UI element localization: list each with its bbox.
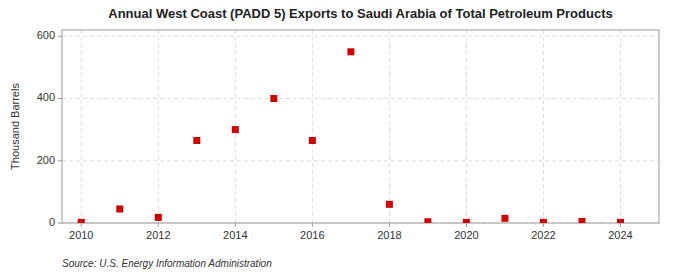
x-tick	[312, 223, 313, 227]
x-grid-line	[543, 30, 544, 223]
y-tick	[58, 160, 62, 161]
points	[78, 48, 624, 223]
grid	[62, 30, 659, 223]
x-tick-label: 2014	[223, 229, 247, 241]
x-tick-label: 2020	[454, 229, 478, 241]
point	[463, 219, 470, 223]
x-tick-label: 2018	[377, 229, 401, 241]
point	[78, 219, 85, 223]
y-tick-label: 600	[37, 29, 55, 41]
y-axis-label: Thousand Barrels	[9, 83, 21, 170]
x-grid-line	[158, 30, 159, 223]
y-tick	[58, 36, 62, 37]
y-grid-line	[62, 160, 659, 161]
y-tick-label: 400	[37, 91, 55, 103]
point	[540, 219, 547, 223]
x-grid-line	[312, 30, 313, 223]
x-tick	[158, 223, 159, 227]
y-tick	[58, 98, 62, 99]
x-tick	[620, 223, 621, 227]
x-tick-label: 2012	[146, 229, 170, 241]
x-grid-line	[466, 30, 467, 223]
chart-title: Annual West Coast (PADD 5) Exports to Sa…	[108, 6, 612, 21]
x-tick-label: 2010	[69, 229, 93, 241]
axes: 0 200 400 600 2010 2012 2014 2016 2018 2020 2022 20…	[37, 29, 633, 241]
x-tick	[543, 223, 544, 227]
point	[386, 201, 393, 208]
x-grid-line	[81, 30, 82, 223]
x-tick	[466, 223, 467, 227]
point	[501, 215, 508, 222]
y-tick-label: 0	[49, 216, 55, 228]
point	[347, 48, 354, 55]
x-tick	[81, 223, 82, 227]
chart: 0 200 400 600 2010 2012 2014 2016 2018 2020 2022 20…	[0, 0, 675, 275]
point	[193, 137, 200, 144]
point	[309, 137, 316, 144]
x-grid-line	[389, 30, 390, 223]
point	[232, 126, 239, 133]
point	[116, 205, 123, 212]
point	[155, 214, 162, 221]
y-tick	[58, 223, 62, 224]
point	[578, 218, 585, 223]
plot-frame	[62, 30, 659, 223]
x-tick-label: 2022	[531, 229, 555, 241]
plot-area	[62, 30, 659, 223]
y-tick-label: 200	[37, 154, 55, 166]
y-grid-line	[62, 36, 659, 37]
point	[424, 218, 431, 223]
x-tick	[389, 223, 390, 227]
point	[617, 219, 624, 223]
source-note: Source: U.S. Energy Information Administ…	[62, 258, 272, 269]
point	[270, 95, 277, 102]
x-tick-label: 2024	[608, 229, 632, 241]
x-tick	[235, 223, 236, 227]
x-tick-label: 2016	[300, 229, 324, 241]
x-grid-line	[620, 30, 621, 223]
y-grid-line	[62, 98, 659, 99]
